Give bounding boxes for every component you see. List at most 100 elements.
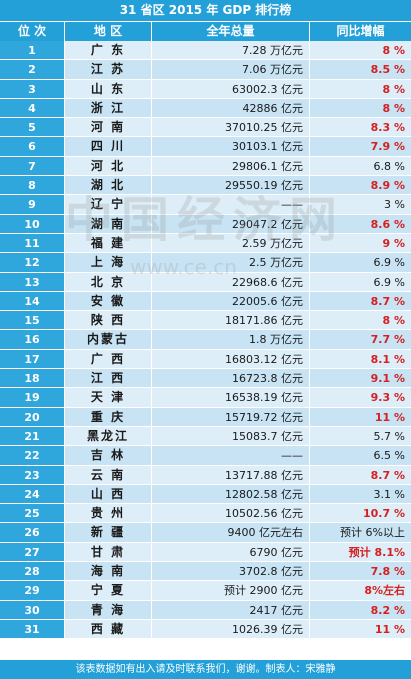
table-title: 31 省区 2015 年 GDP 排行榜 <box>0 0 411 22</box>
gdp-cell: 1.8 万亿元 <box>152 330 310 349</box>
region-cell: 辽 宁 <box>65 195 152 214</box>
gdp-cell: 42886 亿元 <box>152 98 310 118</box>
growth-cell: 7.8 % <box>310 562 411 581</box>
header-growth: 同比增幅 <box>336 24 385 38</box>
table-row: 19 天 津 16538.19 亿元 9.3 % <box>0 388 411 408</box>
growth-cell: 6.8 % <box>310 156 411 176</box>
rank-cell: 4 <box>0 98 65 118</box>
table-row: 25 贵 州 10502.56 亿元 10.7 % <box>0 504 411 524</box>
region-cell: 吉 林 <box>65 446 152 465</box>
rank-cell: 25 <box>0 504 65 523</box>
growth-cell: 8%左右 <box>310 581 411 600</box>
rank-cell: 22 <box>0 446 65 465</box>
growth-cell: 6.9 % <box>310 253 411 272</box>
gdp-cell: 6790 亿元 <box>152 542 310 562</box>
rank-cell: 19 <box>0 388 65 407</box>
header-gdp: 全年总量 <box>152 22 310 41</box>
table-row: 12 上 海 2.5 万亿元 6.9 % <box>0 253 411 273</box>
rank-cell: 3 <box>0 79 65 98</box>
table-row: 22 吉 林 —— 6.5 % <box>0 446 411 466</box>
rank-cell: 20 <box>0 407 65 426</box>
table-row: 23 云 南 13717.88 亿元 8.7 % <box>0 465 411 485</box>
rank-cell: 8 <box>0 176 65 195</box>
region-cell: 内蒙古 <box>65 330 152 349</box>
region-cell: 四 川 <box>65 137 152 156</box>
rank-cell: 10 <box>0 214 65 233</box>
rank-cell: 24 <box>0 484 65 504</box>
region-cell: 西 藏 <box>65 619 152 639</box>
rank-cell: 9 <box>0 195 65 214</box>
table-row: 31 西 藏 1026.39 亿元 11 % <box>0 619 411 640</box>
gdp-cell: 10502.56 亿元 <box>152 504 310 523</box>
growth-cell: 9.1 % <box>310 369 411 388</box>
region-cell: 宁 夏 <box>65 581 152 600</box>
region-cell: 山 东 <box>65 79 152 98</box>
table-row: 13 北 京 22968.6 亿元 6.9 % <box>0 272 411 292</box>
rank-cell: 18 <box>0 369 65 388</box>
gdp-cell: 63002.3 亿元 <box>152 79 310 98</box>
growth-cell: 8.1 % <box>310 349 411 369</box>
table-row: 27 甘 肃 6790 亿元 预计 8.1% <box>0 542 411 563</box>
growth-cell: 10.7 % <box>310 504 411 523</box>
region-cell: 海 南 <box>65 562 152 581</box>
gdp-cell: 29047.2 亿元 <box>152 214 310 233</box>
growth-cell: 8.7 % <box>310 465 411 484</box>
growth-cell: 8.6 % <box>310 214 411 233</box>
growth-cell: 3.1 % <box>310 484 411 504</box>
rank-cell: 31 <box>0 619 65 639</box>
gdp-cell: 12802.58 亿元 <box>152 484 310 504</box>
region-cell: 新 疆 <box>65 523 152 542</box>
gdp-cell: 22005.6 亿元 <box>152 291 310 311</box>
rank-cell: 1 <box>0 41 65 60</box>
growth-cell: 8 % <box>310 311 411 330</box>
rank-cell: 7 <box>0 156 65 176</box>
gdp-cell: 预计 2900 亿元 <box>152 581 310 600</box>
rank-cell: 17 <box>0 349 65 369</box>
gdp-cell: 7.28 万亿元 <box>152 41 310 60</box>
gdp-cell: 13717.88 亿元 <box>152 465 310 484</box>
region-cell: 广 东 <box>65 41 152 60</box>
gdp-cell: 30103.1 亿元 <box>152 137 310 156</box>
gdp-cell: 15719.72 亿元 <box>152 407 310 426</box>
table-row: 28 海 南 3702.8 亿元 7.8 % <box>0 562 411 582</box>
region-cell: 北 京 <box>65 272 152 291</box>
growth-cell: 3 % <box>310 195 411 214</box>
growth-cell: 5.7 % <box>310 426 411 446</box>
gdp-cell: 18171.86 亿元 <box>152 311 310 330</box>
rank-cell: 14 <box>0 291 65 311</box>
region-cell: 上 海 <box>65 253 152 272</box>
table-row: 11 福 建 2.59 万亿元 9 % <box>0 233 411 254</box>
growth-cell: 6.9 % <box>310 272 411 291</box>
region-cell: 山 西 <box>65 484 152 504</box>
growth-cell: 预计 6%以上 <box>310 523 411 542</box>
rank-cell: 27 <box>0 542 65 562</box>
rank-cell: 26 <box>0 523 65 542</box>
region-cell: 陕 西 <box>65 311 152 330</box>
gdp-cell: 7.06 万亿元 <box>152 60 310 79</box>
region-cell: 重 庆 <box>65 407 152 426</box>
region-cell: 安 徽 <box>65 291 152 311</box>
region-cell: 浙 江 <box>65 98 152 118</box>
table-footer: 该表数据如有出入请及时联系我们，谢谢。制表人：宋雅静 <box>0 660 411 679</box>
growth-cell: 8 % <box>310 41 411 60</box>
table-row: 30 青 海 2417 亿元 8.2 % <box>0 600 411 620</box>
growth-cell: 8.2 % <box>310 600 411 619</box>
rank-cell: 2 <box>0 60 65 79</box>
gdp-cell: 16803.12 亿元 <box>152 349 310 369</box>
rank-cell: 30 <box>0 600 65 619</box>
gdp-cell: 29806.1 亿元 <box>152 156 310 176</box>
rank-cell: 29 <box>0 581 65 600</box>
rank-cell: 5 <box>0 118 65 137</box>
growth-cell: 8.3 % <box>310 118 411 137</box>
rank-cell: 12 <box>0 253 65 272</box>
gdp-cell: 37010.25 亿元 <box>152 118 310 137</box>
growth-cell: 8.9 % <box>310 176 411 195</box>
table-row: 21 黑龙江 15083.7 亿元 5.7 % <box>0 426 411 447</box>
table-row: 10 湖 南 29047.2 亿元 8.6 % <box>0 214 411 234</box>
region-cell: 青 海 <box>65 600 152 619</box>
